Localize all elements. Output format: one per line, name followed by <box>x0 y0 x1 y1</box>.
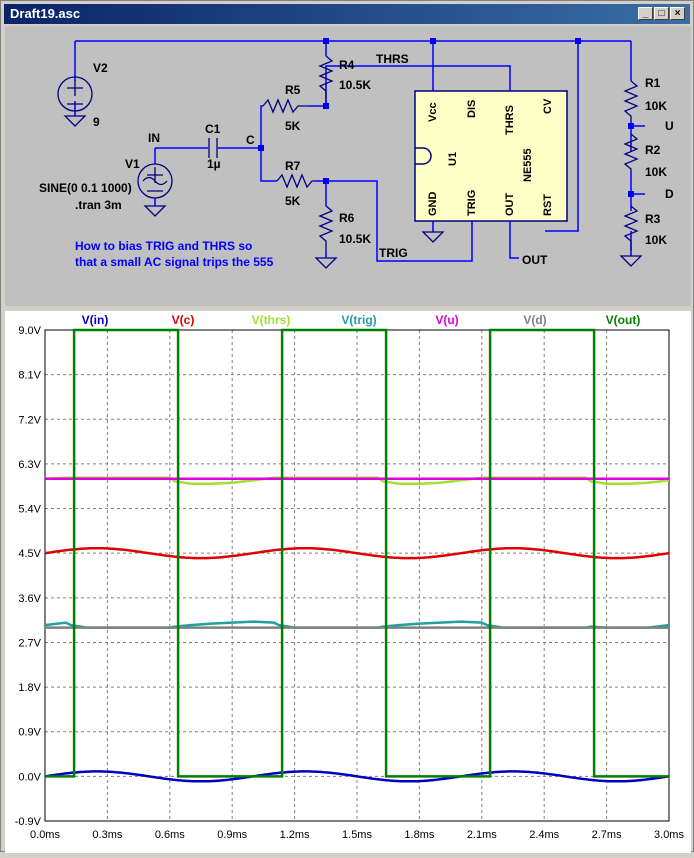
x-tick-label: 0.0ms <box>30 829 60 841</box>
ne555-chip[interactable] <box>414 90 568 222</box>
v2-value: 9 <box>93 115 100 129</box>
pin-out: OUT <box>504 193 516 217</box>
comment-line-2: that a small AC signal trips the 555 <box>75 255 274 269</box>
r5-symbol <box>262 98 309 114</box>
v1-name: V1 <box>125 157 140 171</box>
net-label-trig: TRIG <box>379 246 408 260</box>
net-label-thrs: THRS <box>376 52 409 66</box>
net-label-c: C <box>246 133 255 147</box>
title-bar[interactable]: Draft19.asc _ □ × <box>4 4 690 24</box>
r3-value: 10K <box>645 233 667 247</box>
pin-gnd: GND <box>427 192 439 217</box>
x-tick-label: 1.2ms <box>280 829 310 841</box>
r4-name: R4 <box>339 58 355 72</box>
pin-trig: TRIG <box>466 190 478 216</box>
schematic-canvas[interactable]: V2 9 V1 SINE(0 0.1 1000) .tran 3m C1 1µ … <box>5 26 691 306</box>
c1-value: 1µ <box>207 157 221 171</box>
r6-symbol <box>318 205 334 251</box>
r3-name: R3 <box>645 212 661 226</box>
legend-entry: V(u) <box>435 313 458 327</box>
r2-value: 10K <box>645 165 667 179</box>
window-title: Draft19.asc <box>10 6 81 21</box>
y-tick-label: 8.1V <box>18 370 41 382</box>
r7-symbol <box>276 173 315 189</box>
x-tick-label: 1.5ms <box>342 829 372 841</box>
r2-symbol <box>623 133 639 171</box>
legend-entry: V(d) <box>523 313 546 327</box>
series-line-c <box>44 546 670 560</box>
r5-name: R5 <box>285 83 301 97</box>
v2-symbol <box>57 76 93 112</box>
net-label-d: D <box>665 187 674 201</box>
minimize-button[interactable]: _ <box>638 7 653 20</box>
legend-entry: V(out) <box>606 313 641 327</box>
tran-directive: .tran 3m <box>75 198 122 212</box>
v2-name: V2 <box>93 61 108 75</box>
u1-name: U1 <box>447 152 459 166</box>
c1-name: C1 <box>205 122 221 136</box>
legend-entry: V(c) <box>172 313 195 327</box>
y-tick-label: 6.3V <box>18 459 41 471</box>
x-tick-label: 0.3ms <box>92 829 122 841</box>
x-tick-label: 1.8ms <box>404 829 434 841</box>
legend-entry: V(thrs) <box>252 313 291 327</box>
v1-value: SINE(0 0.1 1000) <box>39 181 132 195</box>
pin-vcc: Vcc <box>427 102 439 122</box>
v1-symbol <box>137 163 173 199</box>
x-tick-label: 2.4ms <box>529 829 559 841</box>
resistors <box>57 55 643 269</box>
y-tick-label: 0.0V <box>18 771 41 783</box>
r6-name: R6 <box>339 211 355 225</box>
comment-line-1: How to bias TRIG and THRS so <box>75 239 252 253</box>
ground-symbols <box>63 115 643 269</box>
y-tick-label: 0.9V <box>18 727 41 739</box>
r2-name: R2 <box>645 143 661 157</box>
legend-entry: V(in) <box>82 313 109 327</box>
maximize-button[interactable]: □ <box>654 7 669 20</box>
waveform-pane[interactable]: 0.0ms 0.3ms 0.6ms 0.9ms 1.2ms 1.5ms 1.8ms 2.1ms… <box>5 311 691 853</box>
r6-value: 10.5K <box>339 232 371 246</box>
y-tick-label: 9.0V <box>18 325 41 337</box>
r3-symbol <box>623 205 639 251</box>
x-tick-label: 3.0ms <box>654 829 684 841</box>
r1-value: 10K <box>645 99 667 113</box>
r1-symbol <box>623 80 639 121</box>
x-tick-label: 0.6ms <box>155 829 185 841</box>
pin-thrs: THRS <box>504 105 516 135</box>
y-tick-label: 4.5V <box>18 548 41 560</box>
junction-dots <box>258 38 634 197</box>
r5-value: 5K <box>285 119 301 133</box>
c1-symbol <box>208 138 218 158</box>
pin-rst: RST <box>542 194 554 216</box>
x-tick-label: 2.1ms <box>467 829 497 841</box>
pin-dis: DIS <box>466 100 478 118</box>
y-tick-label: 1.8V <box>18 682 41 694</box>
net-label-in: IN <box>148 131 160 145</box>
series-line-in <box>44 770 670 783</box>
r4-value: 10.5K <box>339 78 371 92</box>
net-label-out: OUT <box>522 253 548 267</box>
u1-part: NE555 <box>522 148 534 182</box>
y-tick-label: 7.2V <box>18 414 41 426</box>
y-tick-label: -0.9V <box>15 816 42 828</box>
schematic-pane[interactable]: V2 9 V1 SINE(0 0.1 1000) .tran 3m C1 1µ … <box>5 26 691 306</box>
r4-symbol <box>318 55 334 101</box>
wires <box>74 40 645 262</box>
x-tick-label: 2.7ms <box>592 829 622 841</box>
legend-entry: V(trig) <box>341 313 376 327</box>
series-line-out <box>45 328 669 778</box>
pin-cv: CV <box>542 98 554 114</box>
close-button[interactable]: × <box>670 7 685 20</box>
waveform-plot[interactable]: 0.0ms 0.3ms 0.6ms 0.9ms 1.2ms 1.5ms 1.8ms 2.1ms… <box>5 311 691 853</box>
net-label-u: U <box>665 119 674 133</box>
x-tick-label: 0.9ms <box>217 829 247 841</box>
r7-name: R7 <box>285 159 301 173</box>
r1-name: R1 <box>645 76 661 90</box>
y-tick-label: 3.6V <box>18 593 41 605</box>
r7-value: 5K <box>285 194 301 208</box>
y-tick-label: 2.7V <box>18 637 41 649</box>
y-tick-label: 5.4V <box>18 504 41 516</box>
